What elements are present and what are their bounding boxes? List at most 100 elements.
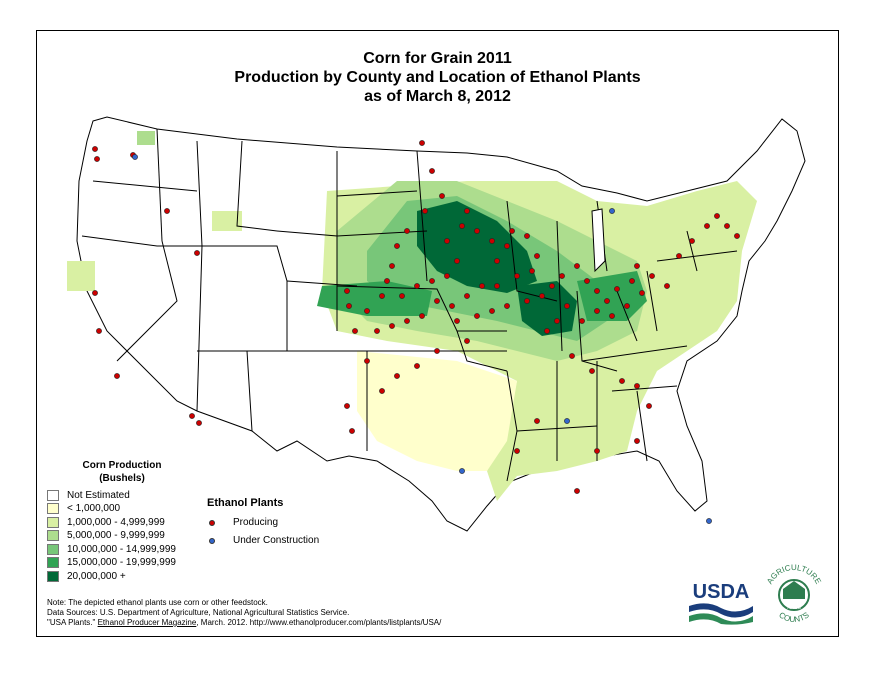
region-high-indiana-ohio xyxy=(577,271,647,321)
producing-plant-marker xyxy=(514,448,520,454)
legend-class-row: 20,000,000 + xyxy=(47,570,126,582)
producing-plant-marker xyxy=(379,293,385,299)
producing-plant-marker xyxy=(389,263,395,269)
producing-plant-marker xyxy=(404,228,410,234)
legend-class-row: < 1,000,000 xyxy=(47,503,120,515)
producing-plant-marker xyxy=(494,283,500,289)
producing-plant-marker xyxy=(664,283,670,289)
producing-plant-marker xyxy=(419,313,425,319)
producing-plant-marker xyxy=(549,283,555,289)
ethanol-legend: Ethanol Plants Producing Under Construct… xyxy=(207,497,319,546)
producing-plant-marker xyxy=(414,283,420,289)
producing-plant-marker xyxy=(559,273,565,279)
producing-plant-marker xyxy=(394,243,400,249)
producing-plant-marker xyxy=(504,303,510,309)
producing-plant-marker xyxy=(429,168,435,174)
producing-plant-marker xyxy=(94,156,100,162)
legend-title-line-2: (Bushels) xyxy=(99,473,145,484)
producing-plant-marker xyxy=(634,263,640,269)
producing-plant-marker xyxy=(196,420,202,426)
legend-class-label: 15,000,000 - 19,999,999 xyxy=(67,557,176,568)
plant-markers-producing xyxy=(92,140,740,494)
producing-plant-marker xyxy=(539,293,545,299)
legend-class-label: 10,000,000 - 14,999,999 xyxy=(67,543,176,555)
legend-swatch xyxy=(47,489,59,501)
producing-plant-marker xyxy=(634,383,640,389)
producing-plant-marker xyxy=(509,228,515,234)
producing-plant-marker xyxy=(544,328,550,334)
producing-plant-marker xyxy=(404,318,410,324)
nass-logo: AGRICULTURE COUNTS NASS xyxy=(765,563,823,624)
legend-class-label: < 1,000,000 xyxy=(67,503,121,514)
producing-plant-marker xyxy=(574,488,580,494)
producing-plant-marker xyxy=(454,258,460,264)
producing-plant-marker xyxy=(364,308,370,314)
producing-plant-marker xyxy=(604,298,610,304)
producing-plant-marker xyxy=(449,303,455,309)
legend-swatch xyxy=(47,557,59,568)
producing-plant-marker xyxy=(394,373,400,379)
producing-plant-marker xyxy=(194,250,200,256)
producing-plant-marker xyxy=(364,358,370,364)
legend-class-label: 20,000,000 + xyxy=(67,570,126,582)
producing-plant-marker xyxy=(114,373,120,379)
legend-class-row: 5,000,000 - 9,999,999 xyxy=(47,530,165,542)
ethanol-legend-title: Ethanol Plants xyxy=(207,497,284,509)
producing-label: Producing xyxy=(233,517,279,528)
magazine-name: Ethanol Producer Magazine xyxy=(97,618,197,627)
producing-plant-marker xyxy=(504,243,510,249)
producing-plant-marker xyxy=(594,288,600,294)
producing-plant-marker xyxy=(529,268,535,274)
producing-plant-marker xyxy=(619,378,625,384)
legend-class-label: 1,000,000 - 4,999,999 xyxy=(67,516,165,528)
legend-class-row: 1,000,000 - 4,999,999 xyxy=(47,516,165,528)
producing-plant-marker xyxy=(434,348,440,354)
construction-plant-marker xyxy=(706,518,712,524)
producing-plant-marker xyxy=(346,303,352,309)
producing-plant-marker xyxy=(589,368,595,374)
producing-plant-marker xyxy=(534,253,540,259)
construction-plant-marker xyxy=(609,208,615,214)
nass-center-text: NASS xyxy=(787,605,801,611)
region-washington-patch xyxy=(137,131,155,145)
note-line-3-prefix: "USA Plants." xyxy=(47,618,98,627)
producing-plant-marker xyxy=(414,363,420,369)
producing-plant-marker xyxy=(594,448,600,454)
producing-plant-marker xyxy=(444,273,450,279)
producing-plant-marker xyxy=(489,308,495,314)
producing-plant-marker xyxy=(92,146,98,152)
legend-class-row: Not Estimated xyxy=(47,489,130,501)
region-core-iowa xyxy=(417,201,537,293)
producing-plant-marker xyxy=(474,228,480,234)
producing-plant-marker xyxy=(494,258,500,264)
producing-plant-marker xyxy=(479,283,485,289)
producing-plant-marker xyxy=(734,233,740,239)
producing-plant-marker xyxy=(564,303,570,309)
producing-plant-marker xyxy=(92,290,98,296)
producing-plant-marker xyxy=(419,140,425,146)
ethanol-legend-producing: Producing xyxy=(209,517,278,528)
map-frame: Corn for Grain 2011 Production by County… xyxy=(36,30,839,637)
producing-plant-marker xyxy=(639,290,645,296)
lake-michigan xyxy=(591,208,606,273)
legend-swatch xyxy=(47,570,59,582)
producing-plant-marker xyxy=(189,413,195,419)
usda-logo-text: USDA xyxy=(693,581,750,603)
legend-swatch xyxy=(47,543,59,555)
producing-plant-marker xyxy=(96,328,102,334)
producing-plant-marker xyxy=(649,273,655,279)
us-county-map xyxy=(67,116,806,532)
producing-plant-marker xyxy=(429,278,435,284)
producing-plant-marker xyxy=(444,238,450,244)
region-california-patch xyxy=(67,261,95,291)
producing-plant-marker xyxy=(609,313,615,319)
producing-plant-marker xyxy=(164,208,170,214)
producing-dot-icon xyxy=(209,519,215,526)
producing-plant-marker xyxy=(399,293,405,299)
legend-swatch xyxy=(47,516,59,528)
producing-plant-marker xyxy=(524,298,530,304)
production-legend: Corn Production (Bushels) Not Estimated <… xyxy=(47,459,197,582)
producing-plant-marker xyxy=(724,223,730,229)
note-line-2: Data Sources: U.S. Department of Agricul… xyxy=(47,608,350,617)
nass-bottom-text: COUNTS xyxy=(777,610,810,624)
